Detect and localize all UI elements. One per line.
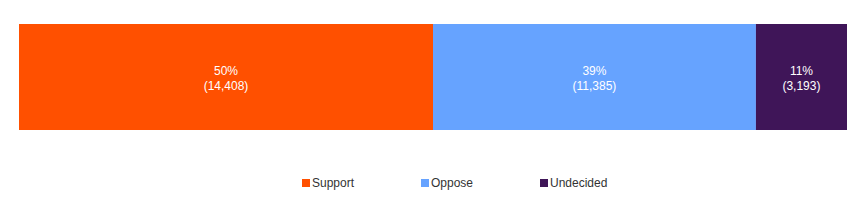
legend-swatch bbox=[540, 179, 548, 187]
legend-label: Oppose bbox=[431, 176, 473, 190]
bars bbox=[19, 24, 847, 130]
legend: Support Oppose Undecided bbox=[302, 176, 607, 190]
legend-label: Support bbox=[312, 176, 355, 190]
bar-segment bbox=[19, 24, 433, 130]
data-label: 50% bbox=[214, 64, 238, 78]
data-labels: 50%(14,408) 39%(11,385) 11%(3,193) bbox=[204, 64, 821, 93]
data-label: 39% bbox=[582, 64, 606, 78]
count-label: (14,408) bbox=[204, 79, 249, 93]
legend-swatch bbox=[302, 179, 310, 187]
chart: 50%(14,408) 39%(11,385) 11%(3,193) Support O… bbox=[0, 0, 866, 220]
legend-swatch bbox=[421, 179, 429, 187]
count-label: (3,193) bbox=[782, 79, 820, 93]
bar-segment bbox=[433, 24, 756, 130]
data-label: 11% bbox=[790, 64, 813, 78]
count-label: (11,385) bbox=[573, 79, 617, 93]
legend-label: Undecided bbox=[550, 176, 607, 190]
bar-segment bbox=[756, 24, 847, 130]
